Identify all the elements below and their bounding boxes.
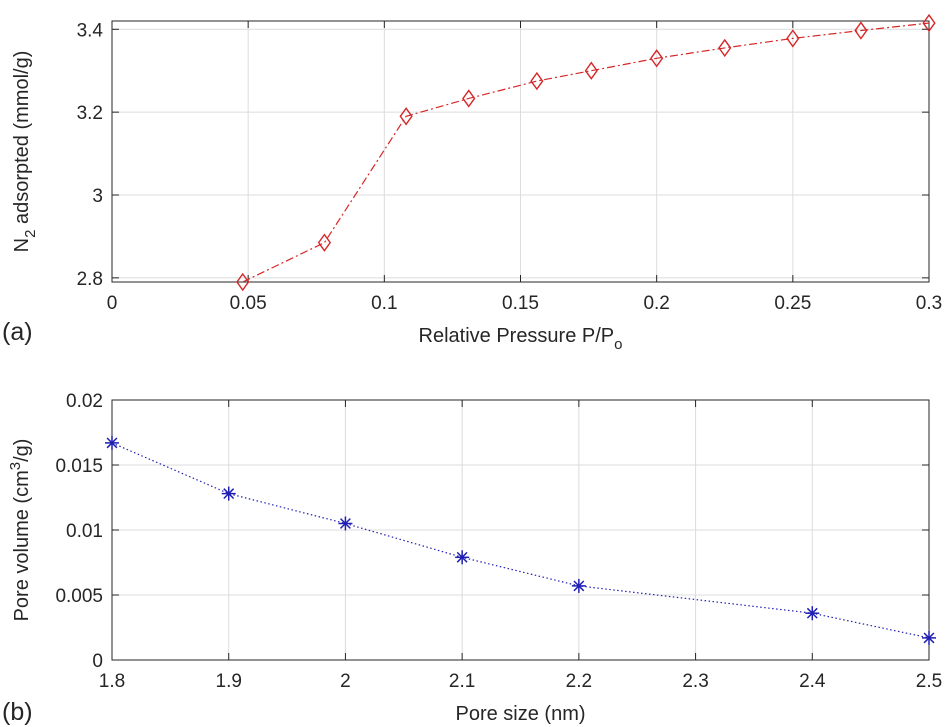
x-tick-label: 0.1	[371, 293, 397, 314]
data-point-diamond	[922, 13, 936, 33]
data-point-diamond	[650, 49, 664, 68]
data-point-asterisk	[922, 630, 936, 645]
x-tick-label: 0	[107, 293, 118, 314]
y-tick-label: 2.8	[77, 269, 103, 290]
x-tick-label: 0.05	[230, 293, 267, 314]
y-tick-label: 3.4	[77, 20, 104, 41]
series-line	[242, 22, 930, 283]
data-point-diamond	[317, 233, 332, 252]
data-point-diamond	[854, 21, 868, 40]
data-point-diamond	[236, 272, 250, 292]
x-tick-label: 1.9	[216, 671, 242, 692]
y-tick-label: 0.015	[55, 456, 103, 477]
x-tick-label: 2.4	[799, 671, 826, 692]
data-point-diamond	[584, 61, 598, 80]
chart-panel-b: 1.8 1.9 2 2.1 2.2 2.3 2.4 2.5 0 0.005 0.01 0.015 0.0…	[2, 391, 942, 726]
chart-panel-a: 0 0.05 0.1 0.15 0.2 0.25 0.3 2.8 3 3.2 3.4 Relative…	[2, 13, 942, 353]
panel-label: (b)	[2, 698, 33, 726]
data-point-diamond	[399, 107, 413, 126]
x-tick-label: 2.2	[566, 671, 592, 692]
y-tick-label: 0.02	[66, 391, 103, 412]
data-point-diamond	[462, 89, 476, 108]
data-point-diamond	[718, 38, 732, 58]
y-tick-label: 0.01	[66, 521, 103, 542]
x-axis-label: Relative Pressure P/Po	[419, 325, 623, 353]
data-point-asterisk	[571, 578, 586, 593]
data-point-diamond	[786, 29, 800, 48]
data-point-diamond	[530, 71, 544, 91]
x-tick-label: 2.5	[916, 671, 942, 692]
data-point-asterisk	[338, 516, 353, 531]
y-axis-label: N2 adsorpted (mmol/g)	[11, 51, 39, 253]
y-tick-label: 0	[92, 651, 103, 672]
data-point-asterisk	[221, 486, 236, 501]
data-point-asterisk	[105, 435, 119, 450]
x-tick-label: 0.3	[916, 293, 942, 314]
x-tick-label: 1.8	[99, 671, 125, 692]
data-point-asterisk	[805, 606, 820, 621]
x-tick-label: 0.2	[643, 293, 669, 314]
panel-label: (a)	[2, 318, 33, 346]
x-tick-label: 0.25	[774, 293, 811, 314]
x-tick-label: 2	[340, 671, 351, 692]
y-tick-label: 0.005	[55, 586, 103, 607]
x-tick-label: 2.3	[682, 671, 708, 692]
y-tick-label: 3	[92, 186, 103, 207]
x-tick-label: 2.1	[449, 671, 475, 692]
x-tick-label: 0.15	[502, 293, 539, 314]
data-point-asterisk	[455, 550, 470, 565]
x-axis-label: Pore size (nm)	[455, 703, 585, 725]
y-axis-label: Pore volume (cm3/g)	[7, 439, 33, 622]
y-tick-label: 3.2	[77, 103, 103, 124]
